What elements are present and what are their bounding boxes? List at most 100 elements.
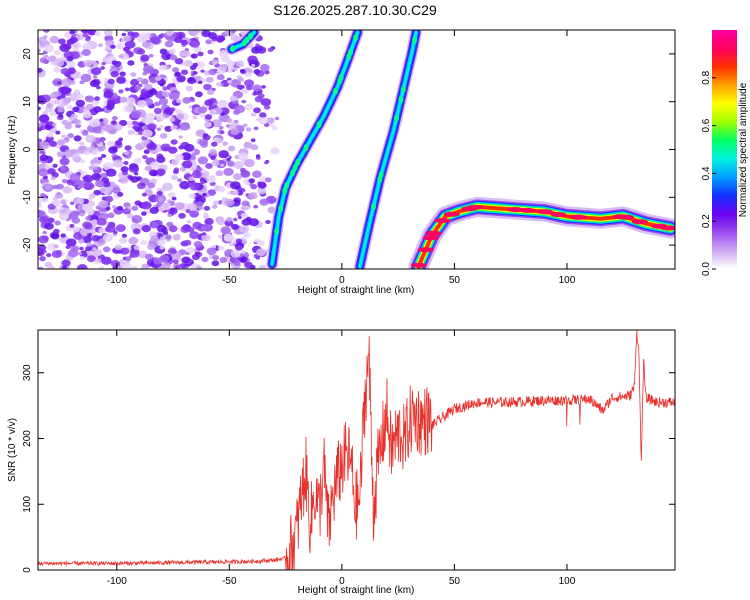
noise-blob xyxy=(119,176,129,184)
noise-blob xyxy=(259,176,268,184)
noise-blob xyxy=(61,119,69,126)
noise-blob xyxy=(235,245,243,251)
noise-blob xyxy=(251,63,256,68)
noise-blob xyxy=(61,265,68,269)
noise-blob xyxy=(134,200,142,206)
noise-blob xyxy=(218,113,229,122)
trace-peak xyxy=(295,158,301,166)
y-tick-label: 0 xyxy=(22,567,33,573)
noise-blob xyxy=(93,249,103,257)
noise-blob xyxy=(93,162,99,167)
y-tick-label: 20 xyxy=(22,48,33,60)
noise-blob xyxy=(42,35,48,39)
noise-blob xyxy=(124,40,136,49)
noise-blob xyxy=(132,125,139,130)
noise-blob xyxy=(65,87,72,93)
noise-blob xyxy=(154,101,161,107)
noise-blob xyxy=(171,196,177,201)
noise-blob xyxy=(223,167,234,176)
trace-peak xyxy=(248,32,254,40)
noise-blob xyxy=(119,237,128,244)
trace-peak xyxy=(410,262,427,268)
noise-blob xyxy=(104,195,114,203)
noise-blob xyxy=(128,164,139,173)
noise-blob xyxy=(172,125,178,130)
y-tick-label: -20 xyxy=(22,237,33,252)
noise-blob xyxy=(250,138,256,143)
noise-blob xyxy=(127,60,135,66)
noise-blob xyxy=(155,76,162,81)
noise-blob xyxy=(162,182,173,191)
noise-blob xyxy=(141,225,151,233)
noise-blob xyxy=(171,159,180,166)
noise-blob xyxy=(53,228,60,234)
noise-blob xyxy=(58,38,66,45)
noise-blob xyxy=(227,191,232,195)
noise-blob xyxy=(70,201,75,205)
noise-blob xyxy=(169,54,178,61)
noise-blob xyxy=(100,66,105,70)
noise-blob xyxy=(136,122,142,126)
noise-blob xyxy=(230,128,240,136)
noise-blob xyxy=(190,73,196,77)
x-tick-label: 50 xyxy=(449,576,461,587)
noise-blob xyxy=(76,198,85,204)
noise-blob xyxy=(232,173,243,181)
noise-blob xyxy=(170,139,178,145)
noise-blob xyxy=(102,162,114,171)
noise-blob xyxy=(258,93,265,99)
noise-blob xyxy=(162,91,171,98)
noise-blob xyxy=(106,100,116,107)
noise-blob xyxy=(174,71,181,77)
noise-blob xyxy=(266,117,275,124)
noise-blob xyxy=(239,68,246,73)
noise-blob xyxy=(200,69,205,73)
noise-blob xyxy=(75,99,86,107)
noise-blob xyxy=(102,124,113,132)
noise-blob xyxy=(137,250,148,259)
noise-blob xyxy=(171,83,176,87)
noise-blob xyxy=(260,63,270,72)
trace-peak xyxy=(660,225,675,231)
noise-blob xyxy=(136,34,147,43)
noise-blob xyxy=(38,204,42,208)
noise-blob xyxy=(91,149,99,156)
noise-blob xyxy=(156,168,166,176)
noise-blob xyxy=(233,260,241,266)
y-tick-label: 200 xyxy=(22,430,33,447)
noise-blob xyxy=(47,217,55,224)
noise-blob xyxy=(131,215,143,224)
noise-blob xyxy=(121,32,127,37)
noise-blob xyxy=(40,141,50,149)
noise-blob xyxy=(241,99,247,104)
noise-blob xyxy=(141,263,150,269)
noise-blob xyxy=(147,123,157,131)
noise-blob xyxy=(153,107,162,115)
noise-blob xyxy=(202,232,207,236)
noise-blob xyxy=(224,198,235,207)
noise-blob xyxy=(75,33,85,41)
noise-blob xyxy=(112,230,118,235)
noise-blob xyxy=(49,140,57,147)
noise-blob xyxy=(77,238,85,244)
noise-blob xyxy=(98,227,106,234)
noise-blob xyxy=(110,259,120,268)
trace-peak xyxy=(417,247,434,253)
noise-blob xyxy=(195,91,203,98)
noise-blob xyxy=(75,123,82,129)
noise-blob xyxy=(227,80,232,84)
noise-blob xyxy=(172,259,179,264)
noise-blob xyxy=(223,233,235,242)
noise-blob xyxy=(87,233,93,238)
noise-blob xyxy=(253,107,261,114)
noise-blob xyxy=(123,46,130,52)
noise-blob xyxy=(246,85,253,91)
noise-blob xyxy=(127,129,135,135)
noise-blob xyxy=(235,60,245,68)
noise-blob xyxy=(244,79,255,88)
noise-blob xyxy=(156,224,167,233)
noise-blob xyxy=(257,181,267,189)
noise-blob xyxy=(253,204,259,209)
noise-blob xyxy=(58,86,67,94)
noise-blob xyxy=(198,80,203,85)
